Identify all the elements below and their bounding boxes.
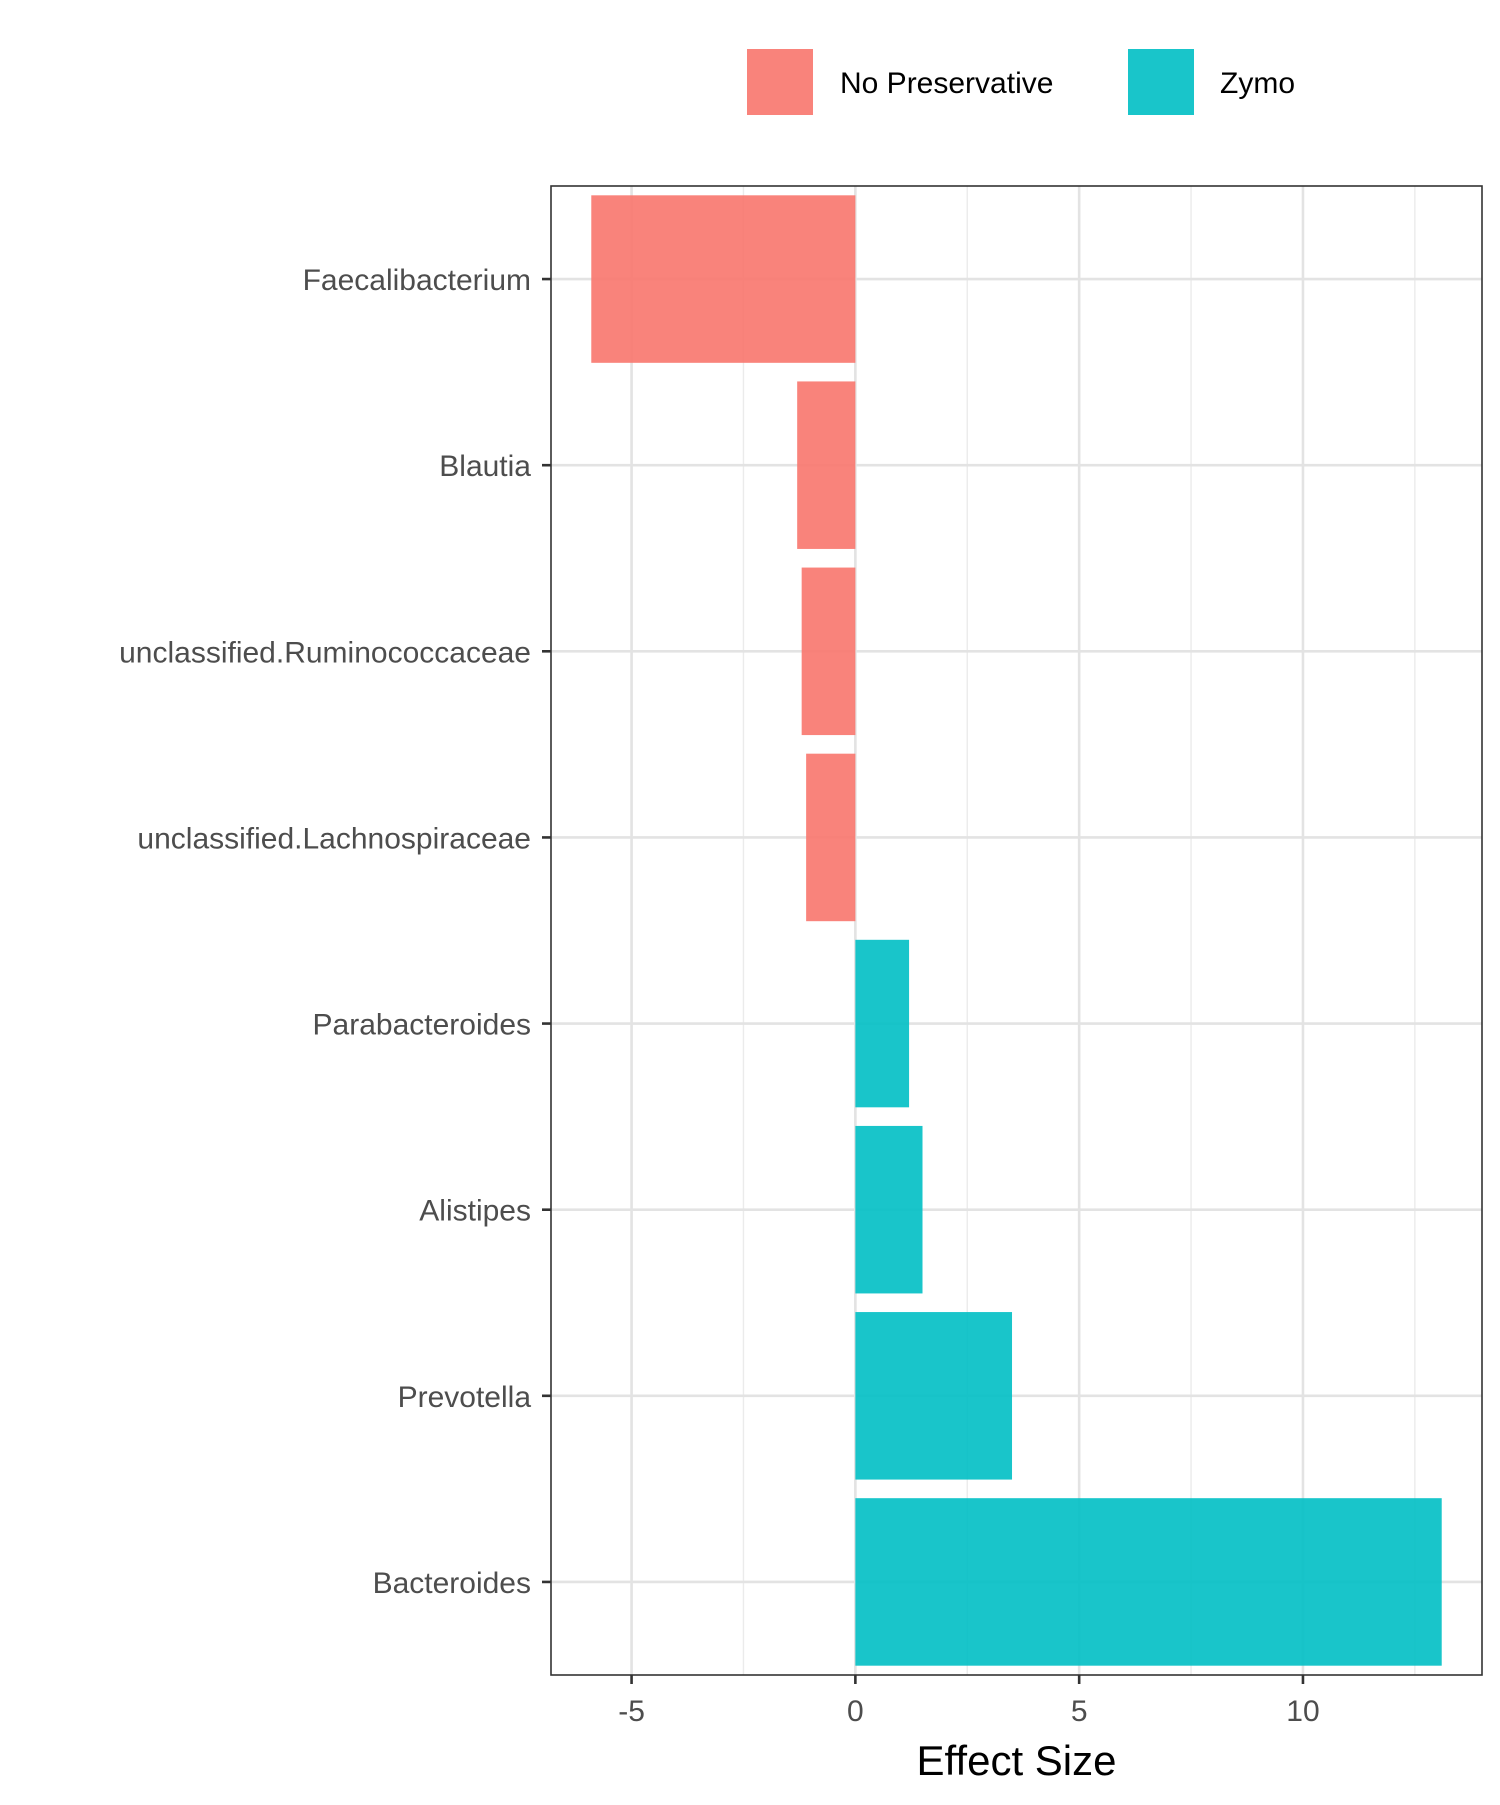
bar-blautia: [797, 381, 856, 549]
bar-faecalibacterium: [591, 195, 856, 363]
y-tick-label: Alistipes: [419, 1195, 531, 1228]
y-tick-label: Bacteroides: [373, 1567, 531, 1600]
bar-unclassified-ruminococcaceae: [801, 567, 856, 736]
y-tick-label: Parabacteroides: [313, 1009, 531, 1042]
legend-label-zymo: Zymo: [1220, 67, 1295, 100]
y-tick-label: unclassified.Ruminococcaceae: [119, 636, 531, 669]
x-tick-label: -5: [618, 1695, 645, 1728]
legend-swatch-zymo: [1128, 49, 1194, 115]
plot-panel-border: [550, 185, 1483, 1676]
x-axis-title: Effect Size: [917, 1737, 1117, 1784]
legend-label-no-preservative: No Preservative: [840, 67, 1053, 100]
bar-alistipes: [855, 1125, 923, 1294]
bar-unclassified-lachnospiraceae: [806, 753, 856, 922]
y-tick-label: Faecalibacterium: [303, 264, 531, 297]
y-axis: Faecalibacterium Blautia unclassified.Rumi…: [119, 264, 551, 1600]
x-tick-label: 10: [1286, 1695, 1319, 1728]
bar-bacteroides: [855, 1498, 1442, 1666]
legend: No Preservative Zymo: [747, 49, 1295, 115]
x-tick-label: 5: [1071, 1695, 1088, 1728]
bar-prevotella: [855, 1312, 1013, 1480]
legend-swatch-no-preservative: [747, 49, 813, 115]
x-tick-label: 0: [847, 1695, 864, 1728]
y-tick-label: Prevotella: [398, 1381, 532, 1414]
bars: [591, 195, 1442, 1666]
bar-parabacteroides: [855, 939, 910, 1108]
y-tick-label: Blautia: [439, 450, 531, 483]
x-axis: -5 0 5 10: [618, 1675, 1320, 1728]
y-tick-label: unclassified.Lachnospiraceae: [137, 822, 531, 855]
